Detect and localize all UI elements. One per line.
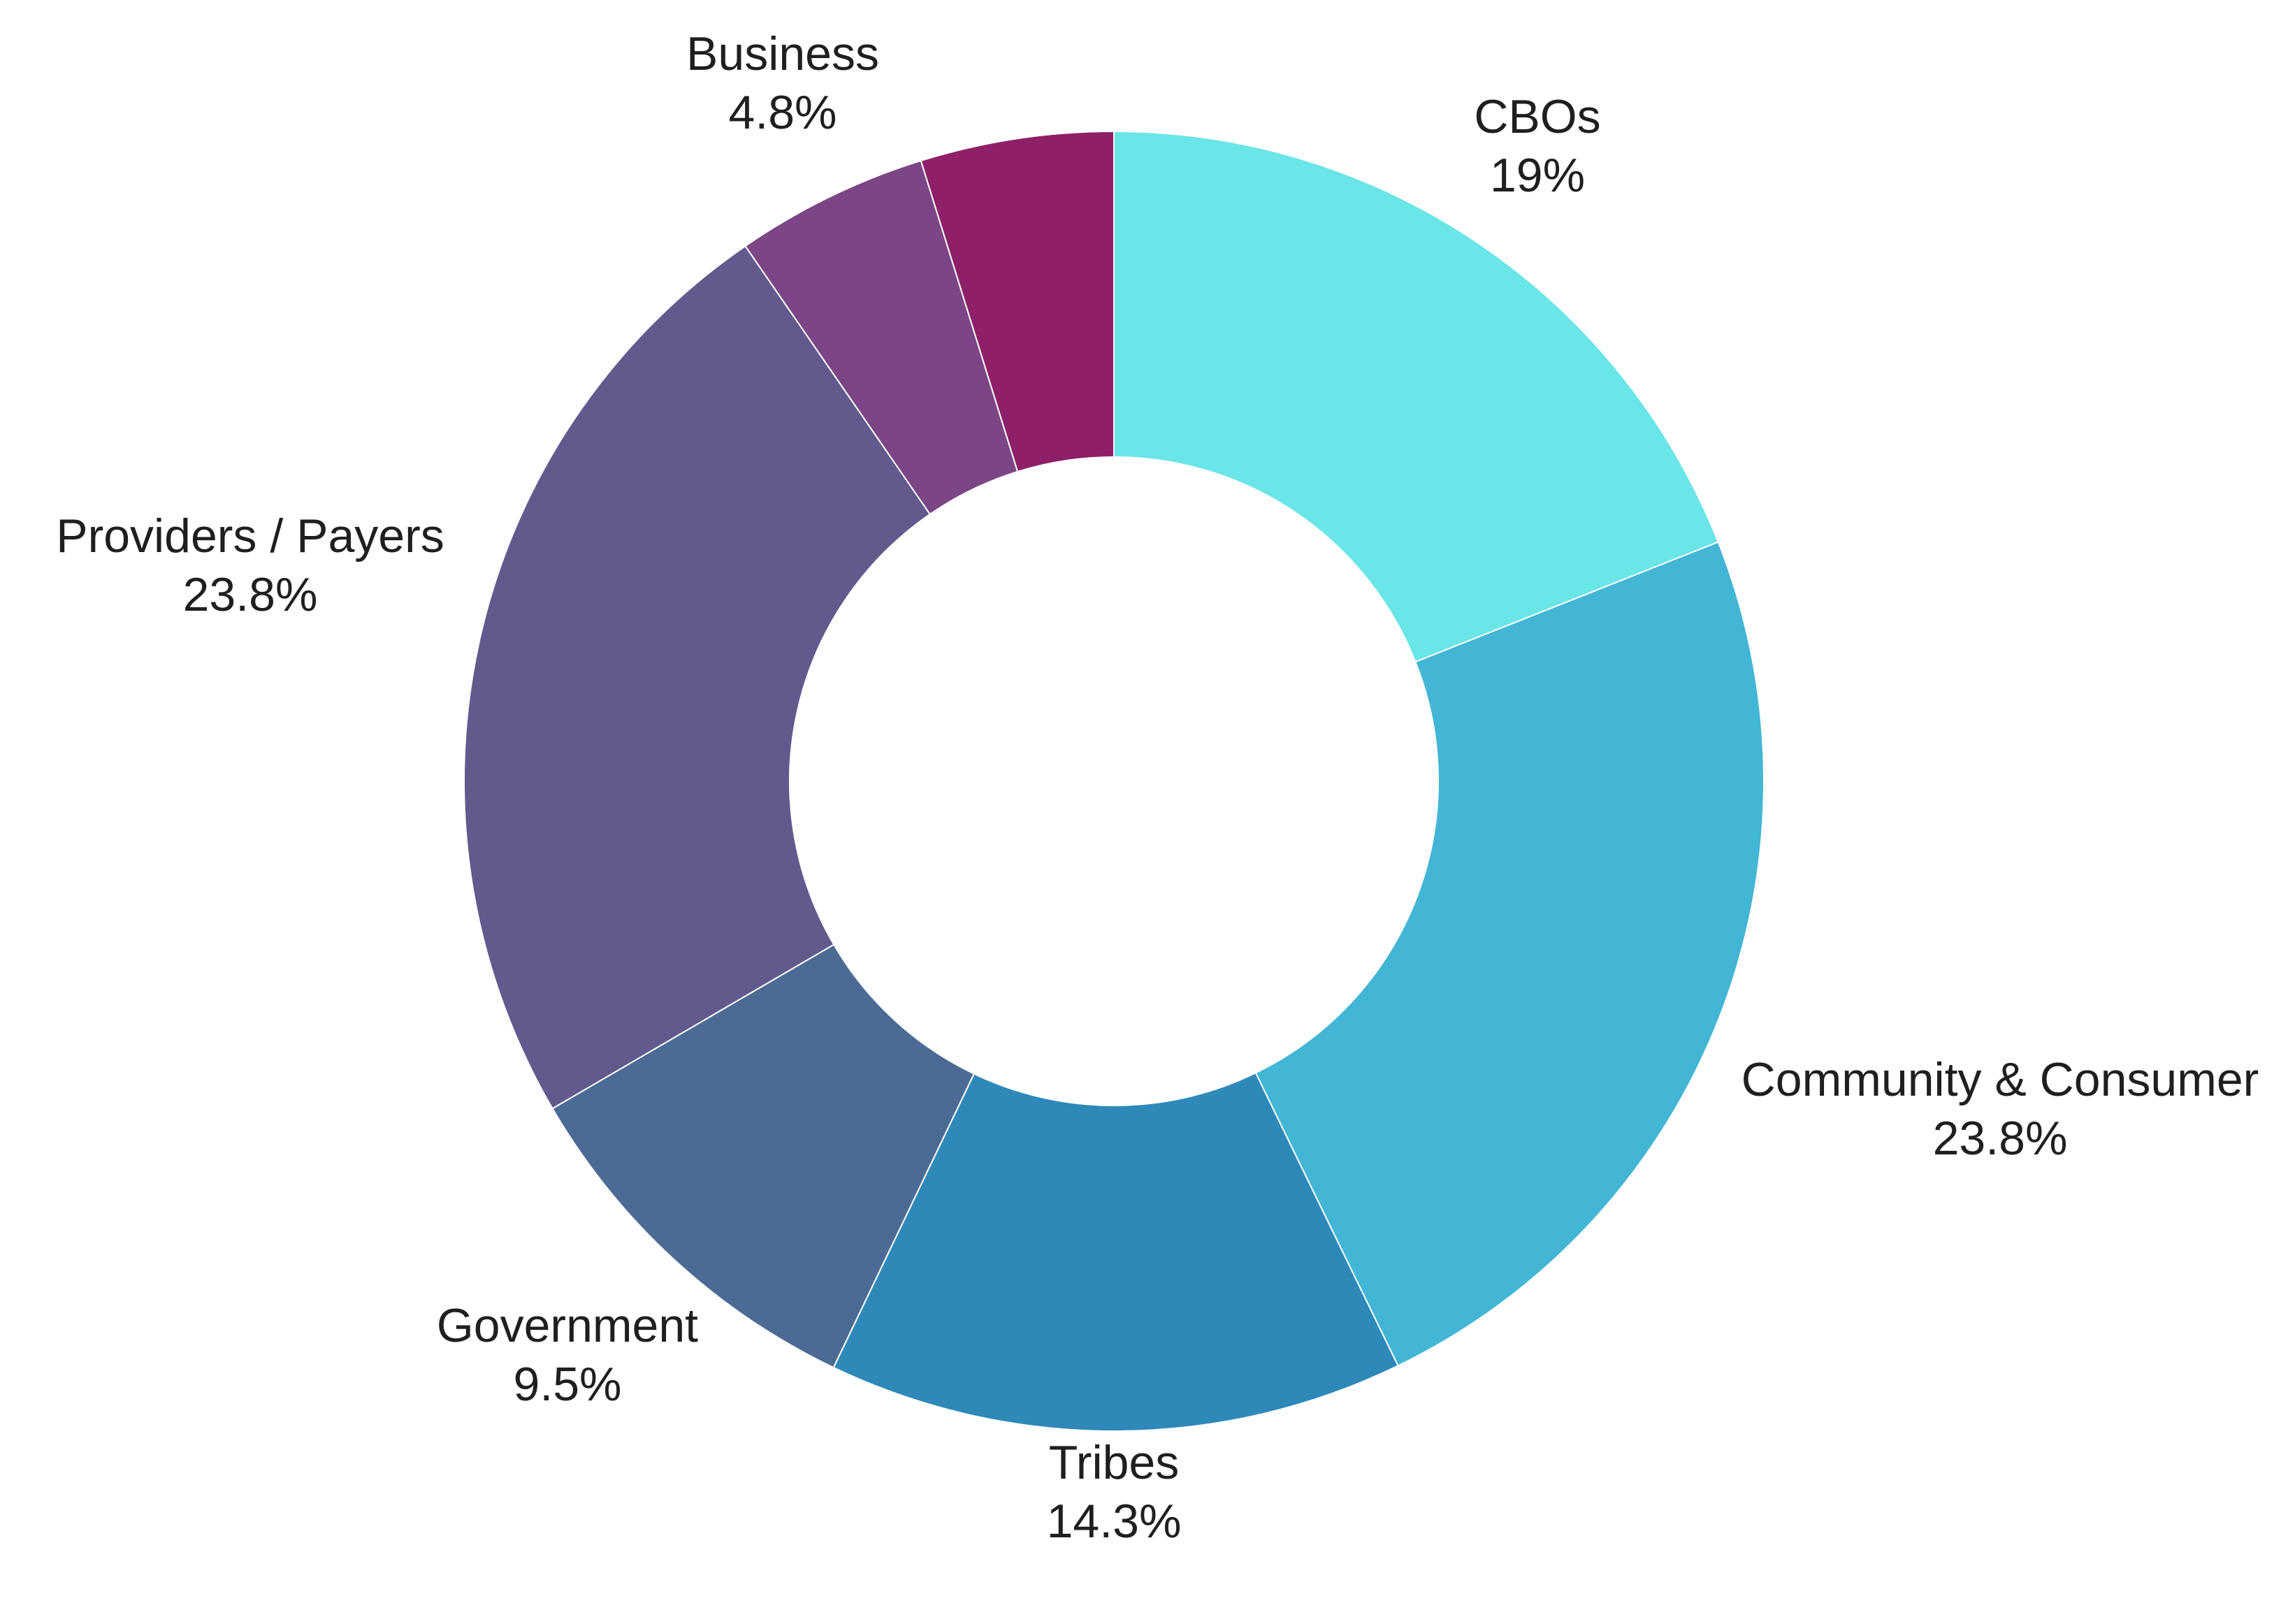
slice-category-label: Business: [686, 27, 879, 80]
slice-category-label: Providers / Payers: [56, 509, 444, 563]
slice-label-business: Business 4.8%: [686, 27, 879, 139]
slice-label-tribes: Tribes 14.3%: [1047, 1436, 1182, 1548]
slice-value-label: 14.3%: [1047, 1495, 1182, 1548]
labels-layer: CBOs 19% Community & Consumer 23.8% Tribes 14…: [56, 27, 2259, 1548]
slice-category-label: Community & Consumer: [1741, 1053, 2259, 1106]
slice-category-label: CBOs: [1474, 90, 1600, 143]
slice-government: [551, 943, 976, 1369]
slice-community-consumer: [1254, 541, 1765, 1367]
slice-label-community-consumer: Community & Consumer 23.8%: [1741, 1053, 2259, 1165]
slice-category-label: Tribes: [1049, 1436, 1179, 1489]
slice-providers-payers: [463, 245, 932, 1110]
slice-unlabeled-6: [920, 130, 1115, 473]
slice-label-cbos: CBOs 19%: [1474, 90, 1600, 202]
slice-tribes: [832, 1071, 1399, 1432]
slice-value-label: 23.8%: [183, 568, 318, 621]
slice-value-label: 9.5%: [514, 1358, 622, 1411]
slice-value-label: 19%: [1490, 149, 1585, 202]
slice-value-label: 23.8%: [1933, 1112, 2068, 1165]
slice-cbos: [1113, 130, 1719, 663]
slices-layer: [463, 130, 1765, 1432]
slice-category-label: Government: [437, 1299, 698, 1352]
slice-value-label: 4.8%: [729, 86, 837, 139]
slice-label-government: Government 9.5%: [437, 1299, 698, 1411]
